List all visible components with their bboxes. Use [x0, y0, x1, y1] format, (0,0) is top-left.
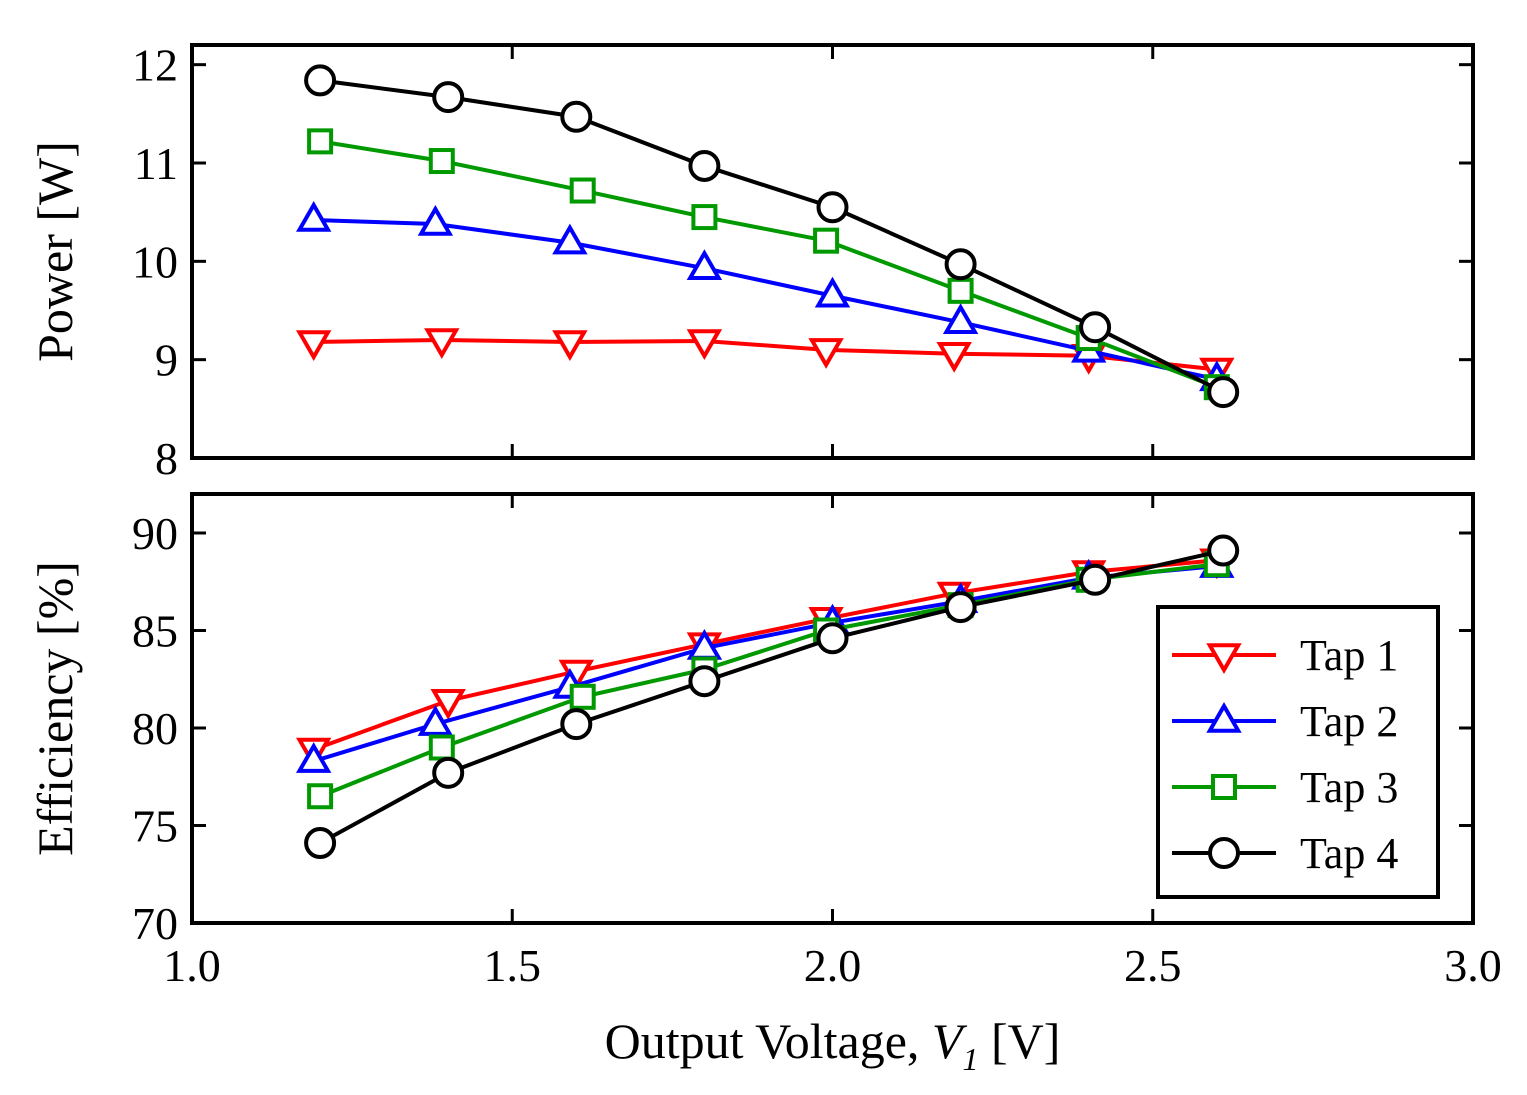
- data-point: [944, 591, 977, 624]
- data-point: [428, 148, 455, 175]
- series-line: [313, 338, 1218, 372]
- y-tick-label: 8: [155, 433, 178, 484]
- y-tick-label: 75: [132, 801, 178, 852]
- data-point: [1207, 534, 1240, 567]
- y-tick-label: 9: [155, 335, 178, 386]
- y-tick-label: 11: [134, 138, 178, 189]
- data-point: [686, 249, 723, 280]
- legend-label: Tap 4: [1300, 829, 1398, 878]
- y-tick-label: 85: [132, 606, 178, 657]
- data-point: [304, 64, 337, 97]
- series-line: [313, 564, 1217, 764]
- data-point: [430, 688, 466, 720]
- data-point: [295, 742, 332, 773]
- x-tick-label: 1.0: [163, 940, 221, 991]
- series-tap-4: [304, 64, 1240, 409]
- data-point: [1079, 311, 1112, 344]
- data-point: [560, 100, 593, 133]
- y-tick-label: 70: [132, 898, 178, 949]
- data-point: [432, 756, 465, 789]
- series-line: [313, 218, 1218, 382]
- series-tap-2: [295, 201, 1235, 392]
- y-axis-label: Power [W]: [27, 141, 83, 362]
- data-point: [424, 328, 460, 360]
- data-point: [417, 204, 454, 236]
- series-line: [313, 558, 1217, 752]
- legend-item: Tap 2: [1172, 697, 1398, 746]
- data-point: [569, 683, 596, 710]
- data-point: [947, 277, 974, 304]
- legend-marker: [1206, 643, 1242, 675]
- data-point: [552, 330, 588, 361]
- data-point: [432, 81, 465, 114]
- data-point: [942, 303, 979, 335]
- data-point: [816, 191, 849, 224]
- y-tick-label: 90: [132, 508, 178, 559]
- panel-top: 8 9 10 11 12 Power [W]: [27, 40, 1475, 484]
- data-point: [936, 342, 972, 373]
- series-tap-4: [304, 534, 1240, 860]
- data-point: [295, 201, 332, 232]
- legend-label: Tap 1: [1300, 631, 1398, 680]
- data-point: [428, 734, 455, 761]
- legend-marker: [1211, 774, 1237, 800]
- legend-item: Tap 4: [1172, 829, 1398, 878]
- y-axis-label: Efficiency [%]: [27, 561, 83, 856]
- legend-label: Tap 3: [1300, 763, 1398, 812]
- data-point: [1079, 563, 1112, 596]
- x-axis-label: Output Voltage, V1 [V]: [605, 1013, 1061, 1077]
- legend-marker: [1206, 701, 1242, 733]
- y-tick-label: 12: [132, 40, 178, 91]
- data-point: [307, 128, 334, 155]
- data-point: [691, 204, 718, 231]
- series-line: [319, 78, 1225, 394]
- data-point: [808, 338, 844, 369]
- legend-item: Tap 1: [1172, 631, 1398, 680]
- data-point: [686, 329, 723, 360]
- x-tick-label: 3.0: [1444, 940, 1502, 991]
- panel-bottom: 1.0 1.5 2.0 2.5 3.0 70 75 80 85 90 Efficiency [%] O…: [27, 492, 1502, 1077]
- data-point: [304, 827, 337, 860]
- y-tick-label: 10: [132, 236, 178, 287]
- data-point: [813, 227, 840, 254]
- data-point: [569, 177, 596, 204]
- data-point: [560, 708, 593, 741]
- data-point: [417, 705, 454, 736]
- data-point: [814, 276, 851, 308]
- data-point: [688, 665, 721, 698]
- x-tick-label: 2.0: [804, 940, 862, 991]
- x-tick-label: 1.5: [484, 940, 542, 991]
- series-tap-1: [295, 328, 1235, 389]
- data-point: [816, 622, 849, 655]
- legend-label: Tap 2: [1300, 697, 1398, 746]
- data-point: [1207, 376, 1240, 409]
- data-point: [552, 223, 588, 255]
- legend: Tap 1 Tap 2 Tap 3 Tap 4: [1156, 605, 1440, 899]
- data-point: [944, 248, 977, 281]
- series-line: [319, 548, 1224, 845]
- data-point: [307, 783, 334, 810]
- data-point: [295, 330, 332, 361]
- series-line: [319, 139, 1218, 390]
- data-point: [688, 149, 721, 182]
- legend-marker: [1208, 837, 1240, 869]
- legend-item: Tap 3: [1172, 763, 1398, 812]
- y-tick-label: 80: [132, 703, 178, 754]
- x-tick-label: 2.5: [1124, 940, 1182, 991]
